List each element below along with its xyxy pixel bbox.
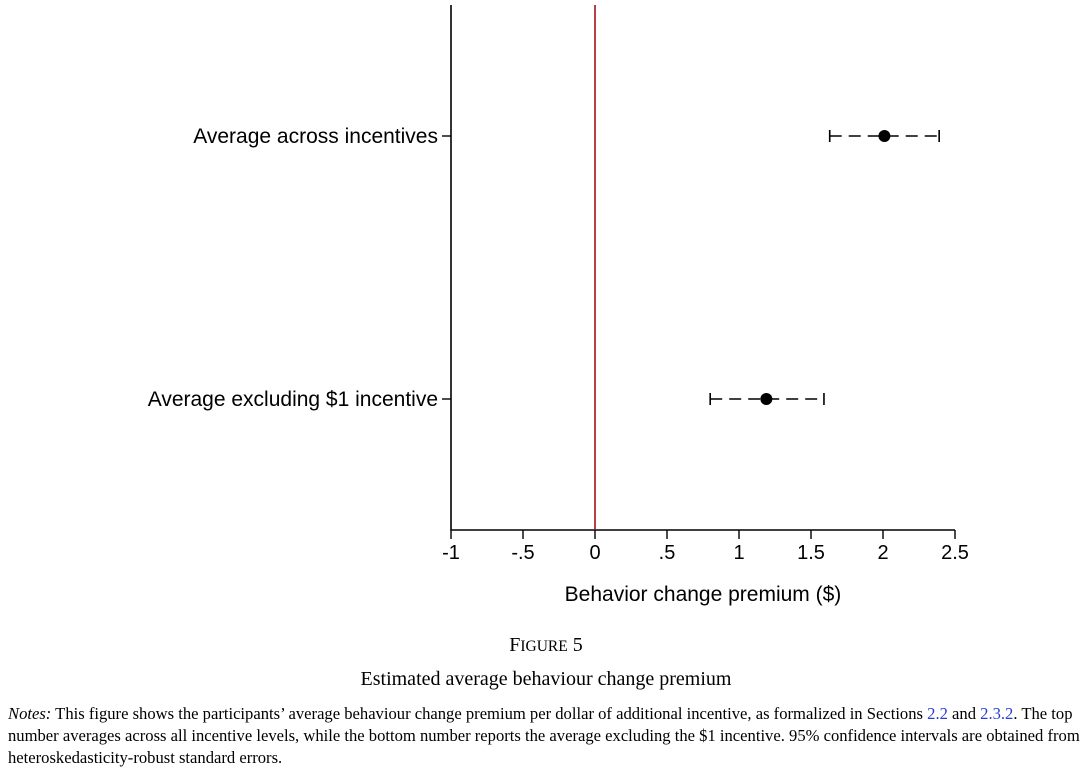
plot-axes: -1 -.5 0 .5 1 1.5 2 2.5 Average across incentive… xyxy=(148,5,969,564)
figure-label-initial: F xyxy=(509,634,521,656)
coefficient-plot: -1 -.5 0 .5 1 1.5 2 2.5 Average across incentive… xyxy=(148,5,969,606)
figure-number: 5 xyxy=(572,634,583,656)
notes-text-2: and xyxy=(947,704,981,723)
x-tick-label: -1 xyxy=(442,542,460,564)
x-tick-label: 1 xyxy=(733,542,744,564)
notes-label: Notes: xyxy=(8,704,52,723)
notes-text-3: . The top number averages across all inc… xyxy=(8,704,1080,767)
section-link-2-3-2[interactable]: 2.3.2 xyxy=(980,704,1014,723)
figure-notes: Notes: This figure shows the participant… xyxy=(8,703,1088,769)
plot-marks xyxy=(594,5,940,530)
x-tick-label: .5 xyxy=(659,542,676,564)
x-tick-label: -.5 xyxy=(511,542,534,564)
notes-text-1: This figure shows the participants’ aver… xyxy=(51,704,928,723)
x-axis-label: Behavior change premium ($) xyxy=(565,583,842,606)
y-category-label: Average across incentives xyxy=(193,125,438,148)
x-tick-label: 2.5 xyxy=(941,542,969,564)
x-tick-label: 1.5 xyxy=(797,542,825,564)
y-category-label: Average excluding $1 incentive xyxy=(148,388,438,411)
point-estimate xyxy=(760,393,773,405)
x-tick-label: 2 xyxy=(877,542,888,564)
figure-title: Estimated average behaviour change premi… xyxy=(360,668,732,690)
figure-label: FIGURE 5 xyxy=(0,634,1092,657)
x-tick-label: 0 xyxy=(589,542,600,564)
point-estimate xyxy=(878,130,891,142)
section-link-2-2[interactable]: 2.2 xyxy=(927,704,948,723)
figure-label-rest: IGURE xyxy=(520,638,568,655)
